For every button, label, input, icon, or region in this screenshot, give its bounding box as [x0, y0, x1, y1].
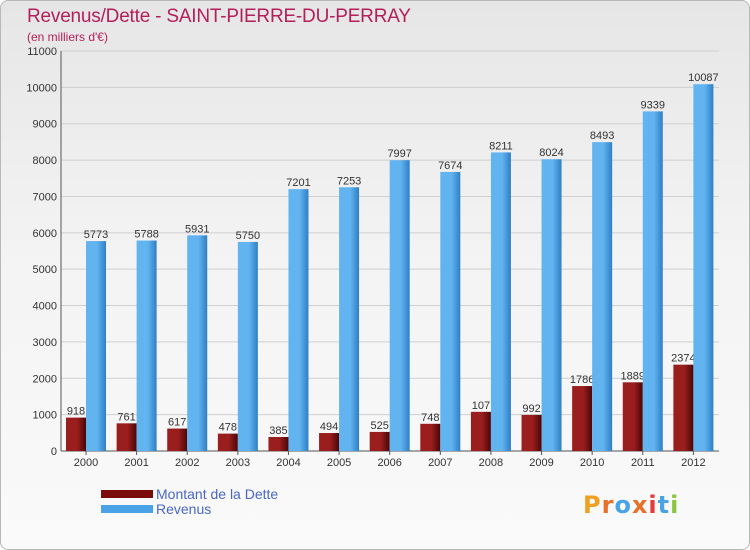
y-tick-label: 1000: [33, 410, 57, 422]
revenus-bar: [187, 235, 208, 451]
revenus-bar: [237, 241, 258, 451]
y-tick-label: 8000: [33, 155, 57, 167]
dette-bar: [470, 411, 491, 451]
revenus-bar: [592, 142, 613, 451]
dette-value-label: 761: [117, 411, 135, 423]
y-tick-label: 3000: [33, 337, 57, 349]
y-tick-label: 5000: [33, 264, 57, 276]
y-tick-label: 4000: [33, 301, 57, 313]
dette-value-label: 617: [168, 417, 186, 429]
revenus-value-label: 10087: [688, 72, 719, 84]
revenus-bar: [86, 241, 106, 451]
revenus-bar: [541, 159, 562, 451]
legend-label-dette: Montant de la Dette: [156, 486, 279, 502]
x-tick-label: 2006: [377, 457, 401, 469]
x-tick-label: 2007: [428, 457, 452, 469]
x-tick-label: 2002: [175, 457, 199, 469]
revenus-bar: [642, 111, 663, 452]
dette-value-label: 992: [522, 403, 540, 415]
revenus-value-label: 8211: [489, 140, 513, 152]
dette-value-label: 1889: [621, 370, 645, 382]
revenus-value-label: 5773: [84, 229, 108, 241]
x-tick-label: 2012: [681, 457, 705, 469]
dette-value-label: 748: [421, 412, 439, 424]
revenus-value-label: 5788: [134, 229, 158, 241]
legend-label-revenus: Revenus: [156, 501, 212, 517]
y-tick-label: 2000: [33, 373, 57, 385]
dette-value-label: 1786: [570, 374, 594, 386]
revenus-value-label: 5931: [185, 223, 209, 235]
revenus-value-label: 7201: [286, 177, 310, 189]
dette-bar: [66, 417, 86, 451]
revenus-value-label: 7674: [438, 160, 462, 172]
y-tick-label: 9000: [33, 119, 57, 131]
dette-bar: [521, 414, 542, 451]
y-tick-label: 10000: [26, 82, 57, 94]
revenus-bar: [136, 240, 157, 451]
dette-value-label: 494: [320, 421, 338, 433]
y-tick-label: 0: [51, 446, 57, 458]
chart-subtitle: (en milliers d'€): [27, 30, 108, 44]
y-tick-label: 7000: [33, 191, 57, 203]
x-tick-label: 2011: [631, 457, 655, 469]
chart-title: Revenus/Dette - SAINT-PIERRE-DU-PERRAY: [27, 6, 411, 27]
dette-value-label: 478: [219, 422, 237, 434]
dette-bar: [167, 428, 188, 451]
x-tick-label: 2001: [124, 457, 148, 469]
x-tick-label: 2004: [276, 457, 300, 469]
dette-value-label: 525: [371, 420, 389, 432]
dette-bar: [572, 386, 593, 451]
y-tick-label: 6000: [33, 228, 57, 240]
x-tick-label: 2008: [479, 457, 503, 469]
legend-swatch-revenus: [101, 505, 153, 513]
proxiti-logo: Proxiti: [583, 491, 680, 519]
dette-bar: [268, 437, 289, 451]
revenus-value-label: 5750: [236, 230, 260, 242]
dette-value-label: 385: [269, 425, 287, 437]
dette-bar: [319, 433, 340, 451]
x-tick-label: 2003: [226, 457, 250, 469]
dette-bar: [369, 431, 390, 451]
revenus-bar: [339, 187, 360, 451]
x-tick-label: 2005: [327, 457, 351, 469]
x-tick-label: 2010: [580, 457, 604, 469]
dette-bar: [622, 382, 643, 451]
revenus-value-label: 9339: [641, 99, 665, 111]
dette-value-label: 107: [472, 400, 490, 412]
revenus-bar: [490, 152, 511, 451]
revenus-bar: [288, 189, 309, 452]
revenus-bar: [440, 171, 461, 452]
dette-bar: [217, 433, 238, 451]
dette-bar: [673, 364, 694, 451]
legend-swatch-dette: [101, 490, 153, 498]
revenus-value-label: 7253: [337, 175, 361, 187]
dette-bar: [116, 423, 137, 451]
revenus-bar: [693, 84, 714, 451]
dette-bar: [420, 423, 441, 451]
x-tick-label: 2000: [74, 457, 98, 469]
dette-value-label: 918: [67, 406, 85, 418]
y-tick-label: 11000: [27, 46, 57, 58]
revenus-value-label: 8024: [539, 147, 563, 159]
revenus-value-label: 7997: [387, 148, 411, 160]
dette-value-label: 2374: [671, 353, 695, 365]
x-tick-label: 2009: [529, 457, 553, 469]
revenus-bar: [389, 160, 410, 451]
revenus-value-label: 8493: [590, 130, 614, 142]
